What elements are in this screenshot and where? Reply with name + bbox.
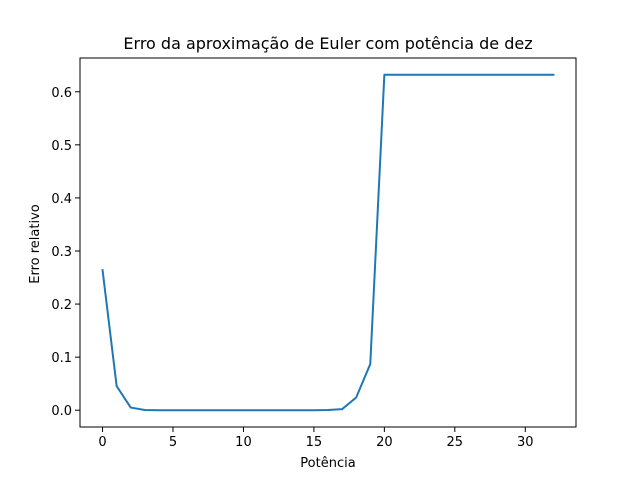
x-tick-label: 15 [306, 435, 323, 450]
x-tick-label: 25 [447, 435, 464, 450]
y-tick-label: 0.2 [51, 298, 72, 313]
x-tick-label: 0 [98, 435, 106, 450]
plot-frame [79, 57, 577, 428]
y-tick-label: 0.5 [51, 139, 72, 154]
y-axis-label: Erro relativo [28, 204, 43, 284]
y-tick-label: 0.3 [51, 245, 72, 260]
chart-title: Erro da aproximação de Euler com potênci… [123, 34, 532, 53]
x-tick-label: 30 [517, 435, 534, 450]
y-tick-label: 0.0 [51, 404, 72, 419]
x-tick-label: 20 [376, 435, 393, 450]
y-tick-label: 0.1 [51, 351, 72, 366]
y-tick-label: 0.6 [51, 86, 72, 101]
x-tick-label: 5 [169, 435, 177, 450]
y-tick-label: 0.4 [51, 192, 72, 207]
series-line-0 [101, 73, 555, 412]
x-axis-label: Potência [300, 456, 355, 471]
x-tick-label: 10 [235, 435, 252, 450]
